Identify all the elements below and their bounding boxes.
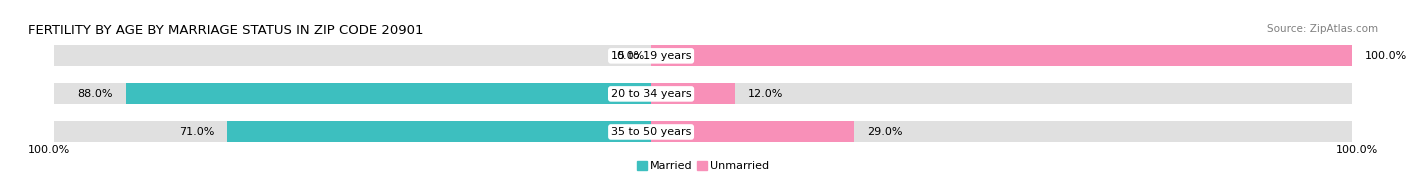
Bar [53,122,651,142]
Text: Source: ZipAtlas.com: Source: ZipAtlas.com [1267,24,1378,34]
Text: 88.0%: 88.0% [77,89,112,99]
Text: 35 to 50 years: 35 to 50 years [610,127,692,137]
Text: 71.0%: 71.0% [179,127,214,137]
Text: 0.0%: 0.0% [616,51,644,61]
Legend: Married, Unmarried: Married, Unmarried [633,157,773,176]
Text: FERTILITY BY AGE BY MARRIAGE STATUS IN ZIP CODE 20901: FERTILITY BY AGE BY MARRIAGE STATUS IN Z… [28,24,423,37]
Bar [651,45,1353,66]
Text: 20 to 34 years: 20 to 34 years [610,89,692,99]
Text: 100.0%: 100.0% [1336,145,1378,155]
Bar [651,122,855,142]
Bar [53,83,651,104]
Text: 12.0%: 12.0% [748,89,783,99]
Bar [651,83,735,104]
Text: 100.0%: 100.0% [1365,51,1406,61]
Bar [651,45,1353,66]
Text: 29.0%: 29.0% [868,127,903,137]
Text: 15 to 19 years: 15 to 19 years [610,51,692,61]
Bar [53,45,651,66]
Bar [651,83,1353,104]
Bar [125,83,651,104]
Text: 100.0%: 100.0% [28,145,70,155]
Bar [651,122,1353,142]
Bar [228,122,651,142]
